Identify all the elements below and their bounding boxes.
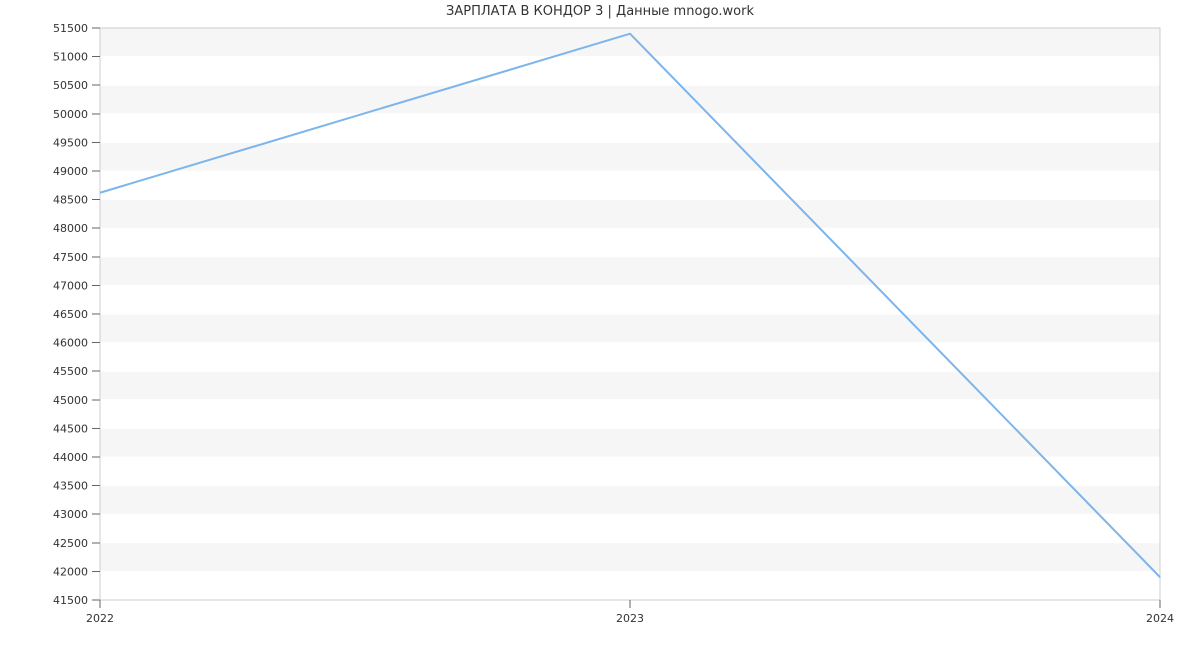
chart-svg: 41500 42000 42500 43000 43500 44000 44500 45000…: [0, 0, 1200, 650]
svg-text:51500: 51500: [53, 22, 88, 35]
svg-text:43000: 43000: [53, 508, 88, 521]
svg-text:42500: 42500: [53, 537, 88, 550]
svg-text:48000: 48000: [53, 222, 88, 235]
svg-text:48500: 48500: [53, 194, 88, 207]
svg-text:47500: 47500: [53, 251, 88, 264]
salary-chart: ЗАРПЛАТА В КОНДОР 3 | Данные mnogo.work …: [0, 0, 1200, 650]
svg-text:42000: 42000: [53, 565, 88, 578]
svg-text:45000: 45000: [53, 394, 88, 407]
svg-text:44000: 44000: [53, 451, 88, 464]
svg-text:46500: 46500: [53, 308, 88, 321]
svg-text:46000: 46000: [53, 337, 88, 350]
chart-title: ЗАРПЛАТА В КОНДОР 3 | Данные mnogo.work: [0, 4, 1200, 19]
svg-text:50500: 50500: [53, 79, 88, 92]
svg-text:45500: 45500: [53, 365, 88, 378]
svg-text:51000: 51000: [53, 51, 88, 64]
svg-text:44500: 44500: [53, 422, 88, 435]
svg-text:49000: 49000: [53, 165, 88, 178]
svg-text:2023: 2023: [616, 612, 644, 625]
svg-text:49500: 49500: [53, 136, 88, 149]
svg-text:50000: 50000: [53, 108, 88, 121]
svg-text:2022: 2022: [86, 612, 114, 625]
svg-text:41500: 41500: [53, 594, 88, 607]
svg-text:2024: 2024: [1146, 612, 1174, 625]
svg-text:47000: 47000: [53, 279, 88, 292]
svg-text:43500: 43500: [53, 480, 88, 493]
